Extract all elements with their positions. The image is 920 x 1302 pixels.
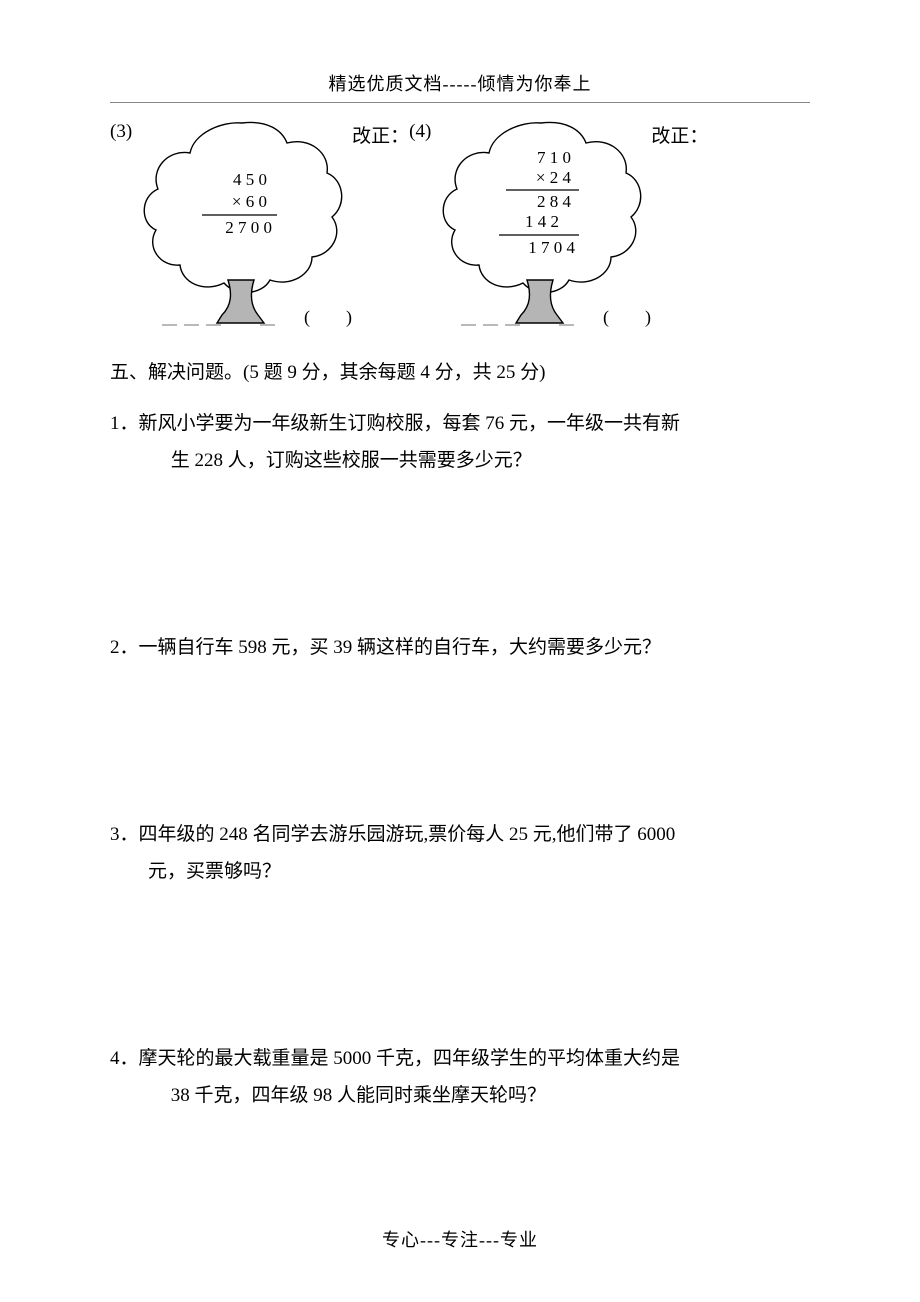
item3-number: (3) xyxy=(110,115,132,143)
p2-num: 2． xyxy=(110,637,139,658)
tree-svg-4: 7 1 0 × 2 4 2 8 4 1 4 2 1 7 0 4 ( ) xyxy=(431,115,651,335)
calc4-line4: 1 4 2 xyxy=(525,212,559,231)
calc4-line3: 2 8 4 xyxy=(537,192,572,211)
calc3-line3: 2 7 0 0 xyxy=(225,218,272,237)
tree-svg-3: 4 5 0 × 6 0 2 7 0 0 ( ) xyxy=(132,115,352,335)
item4-number: (4) xyxy=(409,115,431,143)
page-header: 精选优质文档-----倾情为你奉上 xyxy=(110,70,810,103)
header-text: 精选优质文档-----倾情为你奉上 xyxy=(329,74,592,94)
calc4-line2: × 2 4 xyxy=(536,168,572,187)
calc3-line2: × 6 0 xyxy=(232,192,267,211)
item4-correct-label: 改正： xyxy=(651,115,708,148)
p4-num: 4． xyxy=(110,1048,139,1069)
tree-item-3: 4 5 0 × 6 0 2 7 0 0 ( ) xyxy=(132,115,352,335)
problem-3: 3．四年级的 248 名同学去游乐园游玩,票价每人 25 元,他们带了 6000… xyxy=(110,816,810,890)
correction-row: (3) 4 5 0 × 6 0 2 7 0 0 xyxy=(110,115,810,335)
p4-line2: 38 千克，四年级 98 人能同时乘坐摩天轮吗？ xyxy=(110,1077,546,1114)
paren3: ( ) xyxy=(304,307,352,328)
p3-line2: 元，买票够吗？ xyxy=(110,853,281,890)
problem-1: 1．新风小学要为一年级新生订购校服，每套 76 元，一年级一共有新 生 228 … xyxy=(110,405,810,479)
p2-text: 一辆自行车 598 元，买 39 辆这样的自行车，大约需要多少元？ xyxy=(139,637,662,658)
tree-item-4: 7 1 0 × 2 4 2 8 4 1 4 2 1 7 0 4 ( ) xyxy=(431,115,651,335)
item3-correct-label: 改正： xyxy=(352,115,409,148)
p1-line1: 新风小学要为一年级新生订购校服，每套 76 元，一年级一共有新 xyxy=(139,413,681,434)
p1-line2: 生 228 人，订购这些校服一共需要多少元？ xyxy=(110,442,532,479)
calc3-line1: 4 5 0 xyxy=(233,170,267,189)
p3-line1: 四年级的 248 名同学去游乐园游玩,票价每人 25 元,他们带了 6000 xyxy=(139,824,676,845)
p1-num: 1． xyxy=(110,413,139,434)
calc4-line1: 7 1 0 xyxy=(537,148,571,167)
problem-4: 4．摩天轮的最大载重量是 5000 千克，四年级学生的平均体重大约是 38 千克… xyxy=(110,1040,810,1114)
section5-title: 五、解决问题。(5 题 9 分，其余每题 4 分，共 25 分) xyxy=(110,355,810,391)
paren4: ( ) xyxy=(603,307,651,328)
p3-num: 3． xyxy=(110,824,139,845)
problem-2: 2．一辆自行车 598 元，买 39 辆这样的自行车，大约需要多少元？ xyxy=(110,629,810,666)
p4-line1: 摩天轮的最大载重量是 5000 千克，四年级学生的平均体重大约是 xyxy=(139,1048,681,1069)
page: 精选优质文档-----倾情为你奉上 (3) 4 5 0 × 6 0 xyxy=(0,0,920,1302)
footer-text: 专心---专注---专业 xyxy=(382,1230,538,1250)
page-footer: 专心---专注---专业 xyxy=(0,1226,920,1252)
calc4-line5: 1 7 0 4 xyxy=(529,238,576,257)
